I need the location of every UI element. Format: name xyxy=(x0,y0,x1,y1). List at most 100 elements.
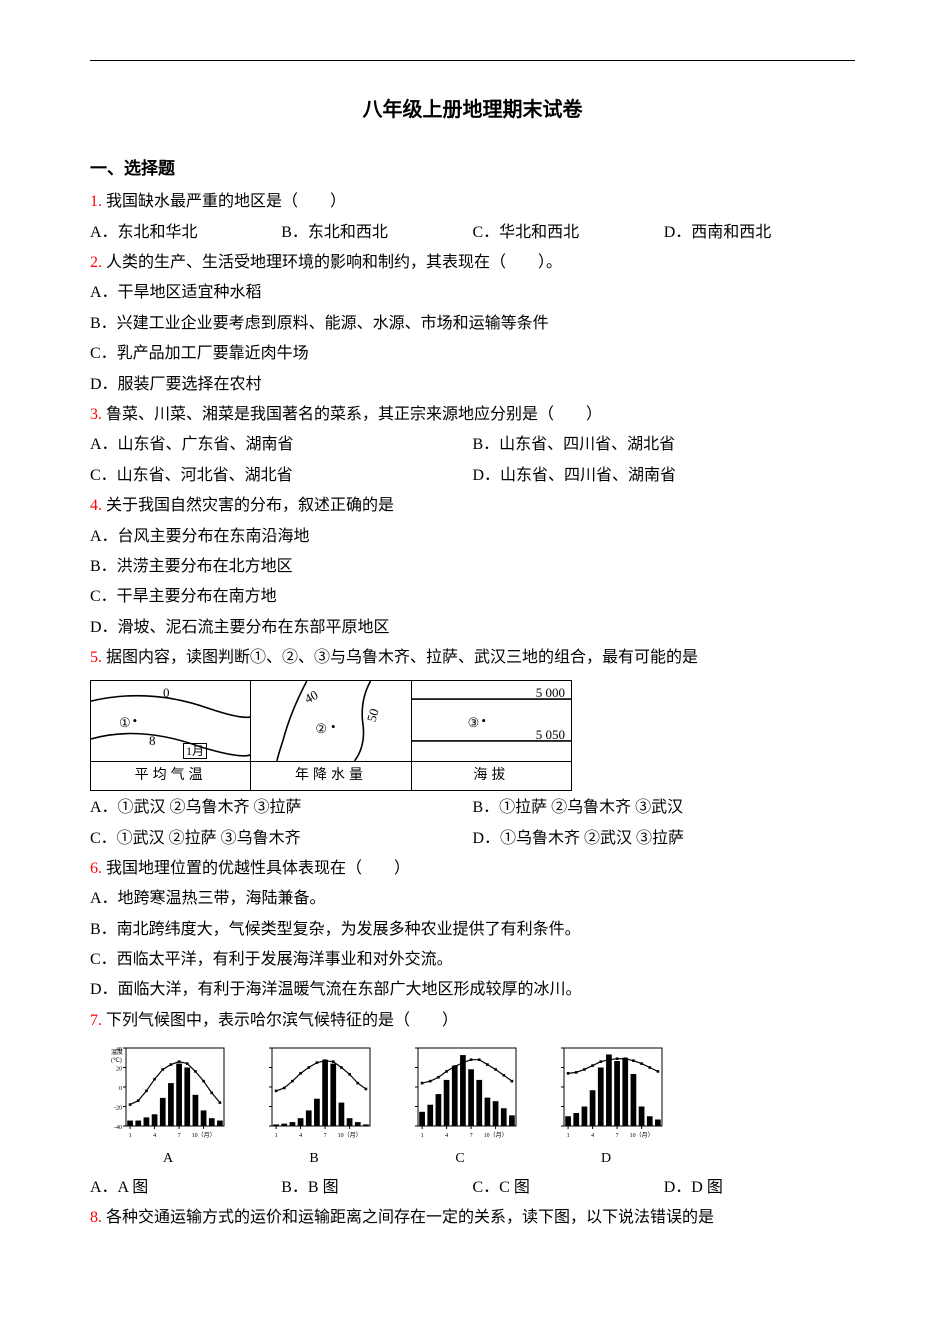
option-d: D．滑坡、泥石流主要分布在东部平原地区 xyxy=(90,613,855,643)
question-5-options: A．①武汉 ②乌鲁木齐 ③拉萨 B．①拉萨 ②乌鲁木齐 ③武汉 C．①武汉 ②拉… xyxy=(90,793,855,854)
marker-2: ②• xyxy=(315,717,331,742)
question-8: 8. 各种交通运输方式的运价和运输距离之间存在一定的关系，读下图，以下说法错误的… xyxy=(90,1203,855,1233)
figure-q5-panel-1: 0 ①• 8 1月 平均气温 xyxy=(91,681,251,791)
svg-text:1: 1 xyxy=(275,1133,278,1139)
svg-text:10（月）: 10（月） xyxy=(484,1132,508,1139)
question-stem: 各种交通运输方式的运价和运输距离之间存在一定的关系，读下图，以下说法错误的是 xyxy=(106,1209,714,1226)
option-a: A．干旱地区适宜种水稻 xyxy=(90,278,855,308)
sublabel: D xyxy=(601,1146,611,1173)
question-number: 1. xyxy=(90,193,102,210)
question-1: 1. 我国缺水最严重的地区是（ ） xyxy=(90,187,855,217)
svg-text:10（月）: 10（月） xyxy=(192,1132,216,1139)
svg-text:4: 4 xyxy=(299,1133,302,1139)
panel-caption: 海拔 xyxy=(412,761,571,791)
option-b: B．B 图 xyxy=(281,1173,472,1203)
question-number: 4. xyxy=(90,497,102,514)
question-number: 8. xyxy=(90,1209,102,1226)
option-b: B．①拉萨 ②乌鲁木齐 ③武汉 xyxy=(473,793,856,823)
option-c: C．西临太平洋，有利于发展海洋事业和对外交流。 xyxy=(90,945,855,975)
svg-text:4: 4 xyxy=(591,1133,594,1139)
svg-text:(℃): (℃) xyxy=(111,1057,122,1064)
label-jan: 1月 xyxy=(183,743,207,759)
sublabel: C xyxy=(455,1146,464,1173)
isoline-svg xyxy=(91,681,250,761)
question-number: 2. xyxy=(90,254,102,271)
question-number: 6. xyxy=(90,860,102,877)
option-d: D．服装厂要选择在农村 xyxy=(90,370,855,400)
svg-text:7: 7 xyxy=(616,1133,619,1139)
svg-text:10（月）: 10（月） xyxy=(630,1132,654,1139)
question-4: 4. 关于我国自然灾害的分布，叙述正确的是 xyxy=(90,491,855,521)
panel-caption: 年降水量 xyxy=(251,761,410,791)
exam-page: 八年级上册地理期末试卷 一、选择题 1. 我国缺水最严重的地区是（ ） A．东北… xyxy=(0,0,945,1274)
question-3: 3. 鲁菜、川菜、湘菜是我国著名的菜系，其正宗来源地应分别是（ ） xyxy=(90,400,855,430)
svg-text:7: 7 xyxy=(178,1133,181,1139)
question-5: 5. 据图内容，读图判断①、②、③与乌鲁木齐、拉萨、武汉三地的组合，最有可能的是 xyxy=(90,643,855,673)
question-number: 3. xyxy=(90,406,102,423)
label-8: 8 xyxy=(149,729,156,754)
page-title: 八年级上册地理期末试卷 xyxy=(90,91,855,129)
figure-q5-panel-2: 40 50 ②• 年降水量 xyxy=(251,681,411,791)
question-3-options: A．山东省、广东省、湖南省 B．山东省、四川省、湖北省 C．山东省、河北省、湖北… xyxy=(90,430,855,491)
svg-text:4: 4 xyxy=(445,1133,448,1139)
svg-text:20: 20 xyxy=(116,1067,122,1073)
question-stem: 据图内容，读图判断①、②、③与乌鲁木齐、拉萨、武汉三地的组合，最有可能的是 xyxy=(106,649,698,666)
option-d: D．①乌鲁木齐 ②武汉 ③拉萨 xyxy=(473,824,856,854)
question-7-options: A．A 图 B．B 图 C．C 图 D．D 图 xyxy=(90,1173,855,1203)
svg-text:4: 4 xyxy=(153,1133,156,1139)
climate-chart-c: 1 4 7 10（月） C xyxy=(400,1042,520,1173)
option-a: A．地跨寒温热三带，海陆兼备。 xyxy=(90,884,855,914)
option-c: C．乳产品加工厂要靠近肉牛场 xyxy=(90,339,855,369)
svg-text:10（月）: 10（月） xyxy=(338,1132,362,1139)
climate-chart-a: 40200-20-40温度(℃)14710（月） A xyxy=(108,1042,228,1173)
question-2: 2. 人类的生产、生活受地理环境的影响和制约，其表现在（ ）。 xyxy=(90,248,855,278)
question-stem: 我国地理位置的优越性具体表现在（ ） xyxy=(106,860,410,877)
option-c: C．山东省、河北省、湖北省 xyxy=(90,461,473,491)
question-stem: 鲁菜、川菜、湘菜是我国著名的菜系，其正宗来源地应分别是（ ） xyxy=(106,406,602,423)
svg-text:温度: 温度 xyxy=(111,1048,123,1056)
section-heading: 一、选择题 xyxy=(90,153,855,185)
option-d: D．面临大洋，有利于海洋温暖气流在东部广大地区形成较厚的冰川。 xyxy=(90,975,855,1005)
figure-q5: 0 ①• 8 1月 平均气温 40 50 ②• 年降水量 xyxy=(90,680,572,792)
option-a: A．山东省、广东省、湖南省 xyxy=(90,430,473,460)
svg-text:-40: -40 xyxy=(114,1125,122,1131)
option-a: A．A 图 xyxy=(90,1173,281,1203)
figure-q5-panel-3: 5 000 5 050 ③• 海拔 xyxy=(412,681,571,791)
top-rule xyxy=(90,60,855,61)
question-stem: 关于我国自然灾害的分布，叙述正确的是 xyxy=(106,497,394,514)
question-number: 7. xyxy=(90,1012,102,1029)
option-c: C．华北和西北 xyxy=(473,218,664,248)
option-b: B．南北跨纬度大，气候类型复杂，为发展多种农业提供了有利条件。 xyxy=(90,915,855,945)
svg-text:0: 0 xyxy=(119,1086,122,1092)
question-stem: 下列气候图中，表示哈尔滨气候特征的是（ ） xyxy=(106,1012,458,1029)
question-6: 6. 我国地理位置的优越性具体表现在（ ） xyxy=(90,854,855,884)
option-d: D．D 图 xyxy=(664,1173,855,1203)
question-number: 5. xyxy=(90,649,102,666)
sublabel: A xyxy=(163,1146,173,1173)
option-c: C．①武汉 ②拉萨 ③乌鲁木齐 xyxy=(90,824,473,854)
svg-text:1: 1 xyxy=(129,1133,132,1139)
sublabel: B xyxy=(309,1146,318,1173)
panel-caption: 平均气温 xyxy=(91,761,250,791)
svg-text:1: 1 xyxy=(421,1133,424,1139)
option-a: A．①武汉 ②乌鲁木齐 ③拉萨 xyxy=(90,793,473,823)
marker-3: ③• xyxy=(468,711,484,736)
option-a: A．东北和华北 xyxy=(90,218,281,248)
option-b: B．东北和西北 xyxy=(281,218,472,248)
svg-text:1: 1 xyxy=(567,1133,570,1139)
option-c: C．C 图 xyxy=(473,1173,664,1203)
option-d: D．山东省、四川省、湖南省 xyxy=(473,461,856,491)
question-stem: 我国缺水最严重的地区是（ ） xyxy=(106,193,346,210)
svg-text:7: 7 xyxy=(470,1133,473,1139)
question-1-options: A．东北和华北 B．东北和西北 C．华北和西北 D．西南和西北 xyxy=(90,218,855,248)
svg-text:7: 7 xyxy=(324,1133,327,1139)
question-7: 7. 下列气候图中，表示哈尔滨气候特征的是（ ） xyxy=(90,1006,855,1036)
figure-q7: 40200-20-40温度(℃)14710（月） A 14710（月） B 14… xyxy=(108,1042,855,1173)
climate-chart-b: 1 4 7 10（月） B xyxy=(254,1042,374,1173)
label-0: 0 xyxy=(163,681,170,706)
option-c: C．干旱主要分布在南方地 xyxy=(90,582,855,612)
option-b: B．洪涝主要分布在北方地区 xyxy=(90,552,855,582)
label-5000: 5 000 xyxy=(536,681,565,706)
option-b: B．山东省、四川省、湖北省 xyxy=(473,430,856,460)
option-d: D．西南和西北 xyxy=(664,218,855,248)
